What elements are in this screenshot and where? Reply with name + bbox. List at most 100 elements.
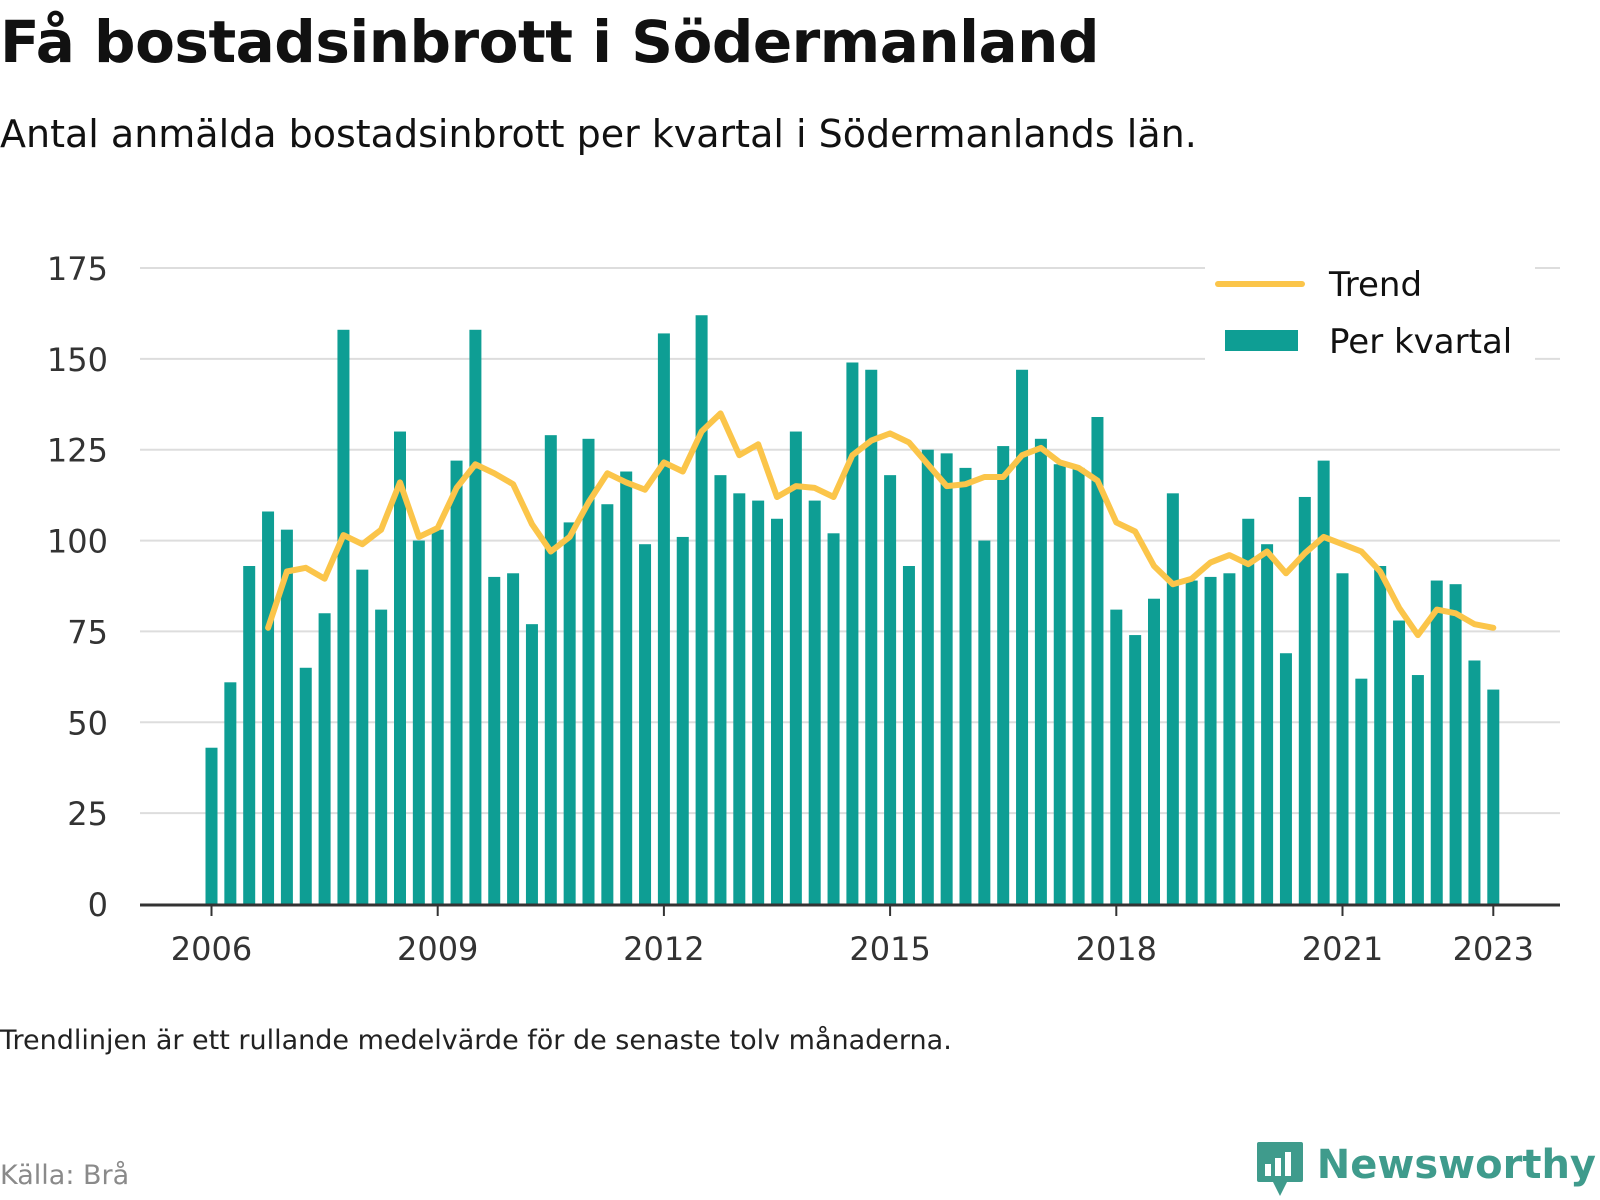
- bar: [978, 540, 991, 904]
- chart-subtitle: Antal anmälda bostadsinbrott per kvartal…: [0, 112, 1197, 156]
- newsworthy-icon: [1256, 1142, 1303, 1196]
- y-tick-label: 175: [47, 250, 108, 288]
- bar: [1242, 518, 1255, 904]
- bar: [1449, 584, 1462, 904]
- bar: [243, 566, 256, 904]
- bar: [884, 475, 897, 904]
- bar: [846, 362, 859, 904]
- bar: [921, 449, 934, 904]
- bar: [1298, 496, 1311, 904]
- legend-trend-label: Trend: [1328, 265, 1422, 305]
- legend-bar-label: Per kvartal: [1329, 322, 1512, 362]
- bar: [1034, 438, 1047, 904]
- bar: [1110, 609, 1123, 904]
- trend-series: [265, 410, 1497, 639]
- bar: [356, 569, 369, 904]
- bar: [525, 624, 538, 904]
- bar: [771, 518, 783, 904]
- bar: [318, 613, 331, 904]
- bar: [695, 315, 708, 904]
- bar: [865, 369, 878, 904]
- chart: 0 25 50 75 100 125 150 175 2006 2009 2012 2015 2018…: [47, 250, 1560, 968]
- y-tick-label: 100: [47, 523, 108, 561]
- bar: [1016, 369, 1029, 904]
- x-tick-label: 2021: [1302, 930, 1383, 968]
- x-tick-label: 2023: [1453, 930, 1534, 968]
- x-tick-label: 2012: [623, 930, 704, 968]
- y-axis-ticks: 0 25 50 75 100 125 150 175: [47, 250, 108, 924]
- chart-title: Få bostadsinbrott i Södermanland: [0, 8, 1099, 76]
- bar: [431, 529, 444, 904]
- bar: [1148, 598, 1160, 904]
- bar: [224, 682, 237, 904]
- bar: [1487, 689, 1500, 904]
- bar: [299, 667, 312, 904]
- bar: [1204, 576, 1217, 904]
- legend: Trend Per kvartal: [1205, 263, 1535, 363]
- brand-name: Newsworthy: [1316, 1142, 1596, 1188]
- bar: [1072, 467, 1085, 904]
- bar: [676, 536, 689, 904]
- footnote: Trendlinjen är ett rullande medelvärde f…: [0, 1025, 952, 1056]
- bar: [733, 493, 746, 904]
- y-tick-label: 75: [67, 613, 108, 651]
- bar: [1317, 460, 1330, 904]
- x-tick-label: 2009: [397, 930, 478, 968]
- bar: [280, 529, 293, 904]
- bar: [469, 329, 482, 905]
- bar: [639, 544, 652, 904]
- bar: [1053, 464, 1066, 904]
- y-tick-label: 125: [47, 432, 108, 470]
- bar: [412, 540, 425, 904]
- x-axis: 2006 2009 2012 2015 2018 2021 2023: [140, 903, 1560, 968]
- x-tick-label: 2018: [1076, 930, 1157, 968]
- bar: [450, 460, 463, 904]
- bar: [375, 609, 388, 904]
- trend-line: [265, 410, 1497, 639]
- bar: [789, 431, 802, 904]
- bar-series: [205, 315, 1500, 905]
- bar: [1091, 417, 1104, 904]
- legend-bar-swatch: [1225, 330, 1298, 351]
- bar: [601, 504, 614, 904]
- bar: [752, 500, 765, 904]
- bar: [262, 511, 275, 904]
- bar: [582, 438, 595, 904]
- bar: [488, 576, 501, 904]
- bar: [1223, 573, 1236, 904]
- bar: [808, 500, 821, 904]
- x-tick-label: 2006: [171, 930, 252, 968]
- bar: [1393, 620, 1406, 904]
- bar: [205, 747, 218, 904]
- bar: [1411, 675, 1424, 904]
- y-tick-label: 0: [88, 886, 108, 924]
- bar: [1355, 678, 1368, 904]
- y-tick-label: 25: [67, 795, 108, 833]
- bar: [563, 522, 576, 904]
- y-tick-label: 150: [47, 341, 108, 379]
- bar: [902, 566, 915, 904]
- bar: [337, 329, 350, 905]
- bar: [1166, 493, 1179, 904]
- bar: [1430, 580, 1443, 904]
- bar: [1129, 635, 1142, 904]
- bar: [1261, 544, 1274, 904]
- bar: [940, 453, 953, 904]
- bar: [1185, 580, 1198, 904]
- bar: [959, 467, 972, 904]
- x-tick-label: 2015: [849, 930, 930, 968]
- bar: [827, 533, 840, 904]
- bar: [620, 471, 633, 904]
- bar: [544, 435, 557, 904]
- bar: [1468, 660, 1481, 904]
- y-tick-label: 50: [67, 704, 108, 742]
- bar: [1374, 566, 1387, 904]
- bar: [657, 333, 670, 905]
- bar: [714, 475, 727, 904]
- bar: [1336, 573, 1349, 904]
- bar: [997, 446, 1010, 904]
- bar: [1279, 653, 1292, 904]
- source-label: Källa: Brå: [0, 1160, 130, 1191]
- brand-logo: Newsworthy: [1255, 1140, 1596, 1200]
- bar: [507, 573, 520, 904]
